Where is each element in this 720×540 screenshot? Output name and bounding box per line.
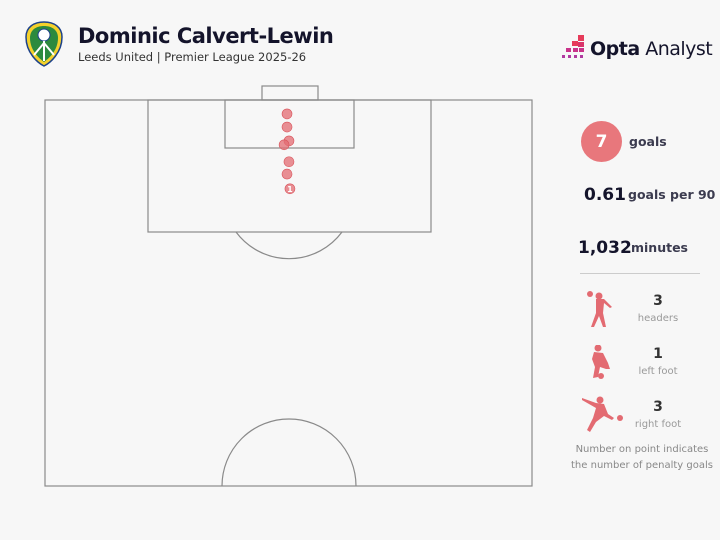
- divider: [580, 273, 700, 274]
- headers-label: headers: [637, 313, 679, 324]
- left-foot-label: left foot: [638, 366, 678, 377]
- center-circle: [221, 418, 357, 487]
- minutes-label: minutes: [631, 240, 689, 255]
- goal-shot-point: [281, 121, 293, 133]
- brand-logo: Opta Analyst: [590, 38, 713, 60]
- right-foot-player-icon: [582, 396, 623, 432]
- penalty-arc: [235, 231, 343, 260]
- goal-shot-point: [284, 183, 296, 195]
- penalty-count-label: 1: [287, 185, 293, 194]
- goals-count-badge: 7: [581, 121, 622, 162]
- right-foot-count: 3: [653, 399, 663, 415]
- shot-map-pitch: 1: [44, 85, 533, 487]
- left-foot-player-icon: [592, 345, 610, 379]
- goal: [261, 85, 319, 101]
- legend-note: Number on point indicates the number of …: [571, 444, 713, 471]
- goals-per-90-label: goals per 90: [628, 187, 716, 202]
- goal-shot-point: [281, 168, 293, 180]
- goals-per-90-value: 0.61: [584, 185, 626, 205]
- goals-label: goals: [629, 134, 667, 149]
- goal-shot-point: [278, 139, 290, 151]
- goal-shot-point: [283, 156, 295, 168]
- right-foot-label: right foot: [634, 419, 682, 430]
- leeds-united-crest-icon: [25, 21, 63, 67]
- page-title: Dominic Calvert-Lewin: [78, 24, 334, 48]
- minutes-value: 1,032: [578, 238, 632, 258]
- header-player-icon: [587, 291, 612, 327]
- left-foot-count: 1: [653, 346, 663, 362]
- headers-count: 3: [653, 293, 663, 309]
- opta-logo-icon: [562, 35, 584, 58]
- goal-shot-point: [281, 108, 293, 120]
- page-subtitle: Leeds United | Premier League 2025-26: [78, 50, 307, 64]
